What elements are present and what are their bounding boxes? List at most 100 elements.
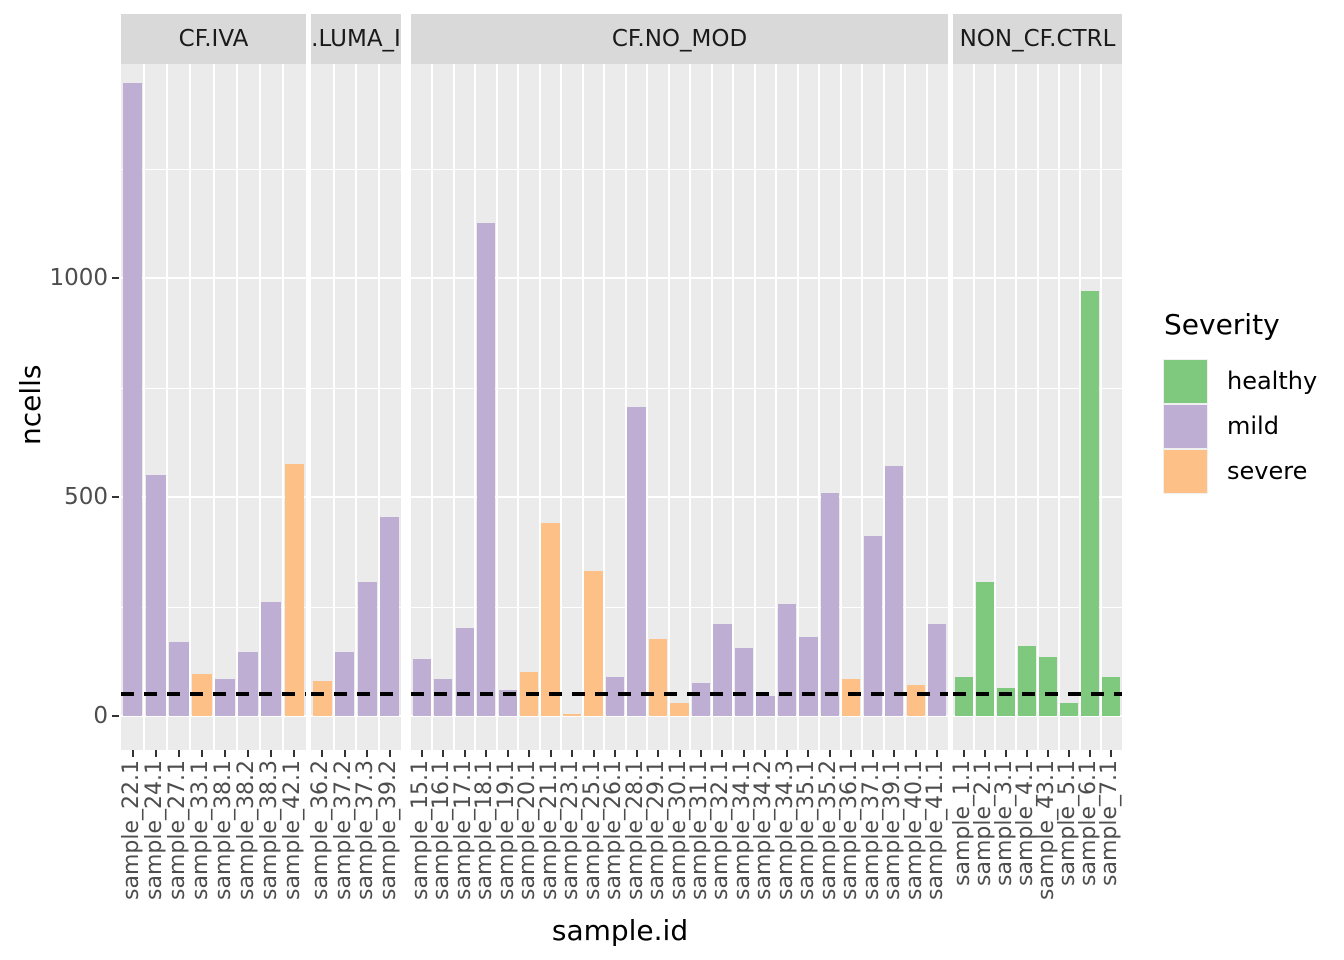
legend-item-healthy: healthy	[1163, 359, 1342, 404]
category-gridline	[994, 64, 997, 750]
x-tick	[699, 750, 702, 757]
y-axis-title: ncells	[14, 364, 47, 446]
category-gridline	[1099, 64, 1102, 750]
bar-sample_38.3	[261, 602, 282, 716]
x-tick	[893, 750, 896, 757]
threshold-line	[121, 692, 306, 697]
x-tick	[983, 750, 986, 757]
category-gridline	[624, 64, 627, 750]
category-gridline	[258, 64, 261, 750]
y-tick	[112, 277, 119, 279]
bar-sample_23.1	[562, 713, 582, 716]
category-gridline	[1015, 64, 1018, 750]
bar-sample_30.1	[670, 702, 689, 716]
bar-sample_27.1	[168, 641, 189, 716]
x-tick	[247, 750, 250, 757]
y-tick	[112, 496, 119, 498]
x-tick	[1068, 750, 1071, 757]
bar-sample_4.1	[1017, 645, 1036, 716]
legend: Severity healthy mild severe	[1163, 308, 1342, 494]
x-tick	[1089, 750, 1092, 757]
bar-sample_24.1	[145, 475, 166, 716]
x-tick	[962, 750, 965, 757]
category-gridline	[1078, 64, 1081, 750]
legend-swatch-mild	[1163, 404, 1208, 449]
bar-sample_6.1	[1081, 291, 1100, 716]
bar-sample_31.1	[691, 683, 711, 716]
bar-sample_37.2	[335, 652, 355, 716]
bar-sample_32.1	[713, 624, 732, 716]
x-tick-label: sample_23.1	[558, 760, 584, 900]
category-gridline	[732, 64, 735, 750]
x-tick	[485, 750, 488, 757]
category-gridline	[212, 64, 215, 750]
bar-sample_28.1	[627, 407, 646, 716]
x-tick	[200, 750, 203, 757]
category-gridline	[235, 64, 238, 750]
x-tick-label: sample_41.1	[923, 760, 949, 900]
bar-sample_35.2	[820, 492, 839, 716]
x-tick	[871, 750, 874, 757]
x-tick	[420, 750, 423, 757]
x-tick	[742, 750, 745, 757]
x-tick-label: sample_18.1	[472, 760, 498, 900]
x-tick	[131, 750, 134, 757]
legend-label: severe	[1227, 457, 1308, 485]
category-gridline	[452, 64, 455, 750]
category-gridline	[646, 64, 649, 750]
x-tick	[914, 750, 917, 757]
x-tick	[828, 750, 831, 757]
bar-sample_15.1	[412, 659, 431, 716]
x-tick	[635, 750, 638, 757]
x-tick	[785, 750, 788, 757]
x-tick-label: sample_37.2	[330, 760, 356, 900]
y-tick	[112, 715, 119, 717]
bar-sample_37.3	[357, 582, 377, 716]
x-tick-label: sample_27.1	[164, 760, 190, 900]
facet-strip: CF.NO_MOD	[411, 14, 948, 64]
facet-strip: .LUMA_I	[311, 14, 401, 64]
x-tick	[678, 750, 681, 757]
bar-sample_35.1	[799, 637, 818, 716]
category-gridline	[818, 64, 821, 750]
category-gridline	[517, 64, 520, 750]
category-gridline	[355, 64, 357, 750]
bar-sample_7.1	[1102, 676, 1121, 716]
y-tick-label: 1000	[49, 265, 108, 291]
x-tick-label: sample_36.2	[308, 760, 334, 900]
x-tick	[1047, 750, 1050, 757]
threshold-line	[953, 692, 1122, 697]
x-tick-label: sample_38.1	[211, 760, 237, 900]
bar-sample_17.1	[455, 628, 474, 716]
x-tick	[293, 750, 296, 757]
category-gridline	[166, 64, 169, 750]
category-gridline	[377, 64, 380, 750]
legend-label: mild	[1227, 412, 1279, 440]
category-gridline	[689, 64, 692, 750]
facet-strip: CF.IVA	[121, 14, 306, 64]
x-tick-label: sample_24.1	[141, 760, 167, 900]
x-tick-label: sample_16.1	[429, 760, 455, 900]
bar-sample_38.1	[215, 678, 235, 716]
x-tick	[528, 750, 531, 757]
category-gridline	[882, 64, 885, 750]
bar-sample_36.1	[842, 678, 861, 716]
bar-sample_26.1	[605, 676, 625, 716]
major-gridline	[411, 496, 948, 498]
bar-sample_34.3	[777, 604, 797, 716]
category-gridline	[332, 64, 335, 750]
x-tick-label: sample_22.1	[118, 760, 144, 900]
bar-sample_36.2	[312, 680, 332, 716]
bar-sample_40.1	[906, 685, 925, 716]
category-gridline	[796, 64, 799, 750]
major-gridline	[411, 715, 948, 717]
minor-gridline	[411, 606, 948, 608]
category-gridline	[753, 64, 756, 750]
x-tick	[807, 750, 810, 757]
bar-sample_22.1	[122, 83, 143, 716]
bar-sample_43.1	[1039, 656, 1058, 716]
facet-panel	[411, 64, 948, 750]
category-gridline	[1057, 64, 1060, 750]
x-tick	[721, 750, 724, 757]
category-gridline	[667, 64, 670, 750]
